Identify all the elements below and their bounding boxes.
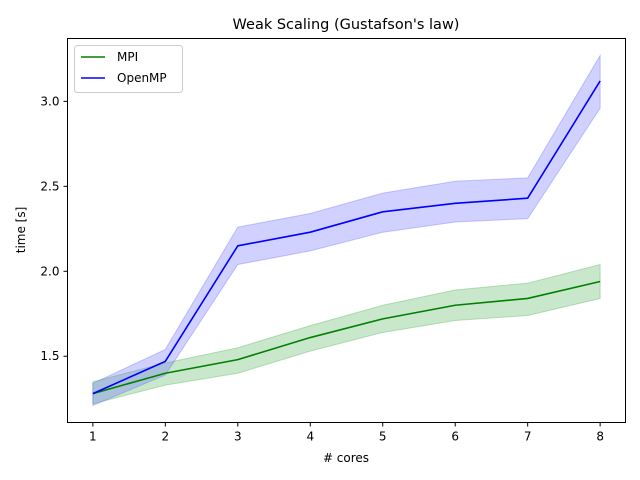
legend: MPI OpenMP <box>74 45 183 93</box>
x-tick-label: 4 <box>306 430 314 444</box>
y-tick-label: 2.0 <box>40 264 59 278</box>
x-tick-label: 5 <box>379 430 387 444</box>
chart-title: Weak Scaling (Gustafson's law) <box>233 17 460 33</box>
confidence-bands <box>92 53 601 407</box>
y-axis-label: time [s] <box>14 207 28 254</box>
y-tick-label: 3.0 <box>40 94 59 108</box>
y-axis-ticks: 1.5 2.0 2.5 3.0 <box>40 94 68 363</box>
x-tick-label: 7 <box>524 430 532 444</box>
x-tick-label: 1 <box>89 430 97 444</box>
band-openmp <box>92 53 601 407</box>
band-mpi <box>92 263 601 405</box>
y-tick-label: 2.5 <box>40 179 59 193</box>
x-tick-label: 8 <box>596 430 604 444</box>
x-axis-ticks: 1 2 3 4 5 6 7 8 <box>89 422 604 444</box>
legend-label-openmp: OpenMP <box>117 71 167 85</box>
x-axis-label: # cores <box>323 451 369 465</box>
line-openmp <box>92 80 601 395</box>
legend-label-mpi: MPI <box>117 50 138 64</box>
x-tick-label: 6 <box>451 430 459 444</box>
y-tick-label: 1.5 <box>40 349 59 363</box>
x-tick-label: 3 <box>234 430 242 444</box>
series-lines <box>92 80 601 395</box>
plot-area-frame <box>67 38 626 423</box>
line-mpi <box>92 280 601 395</box>
x-tick-label: 2 <box>162 430 170 444</box>
